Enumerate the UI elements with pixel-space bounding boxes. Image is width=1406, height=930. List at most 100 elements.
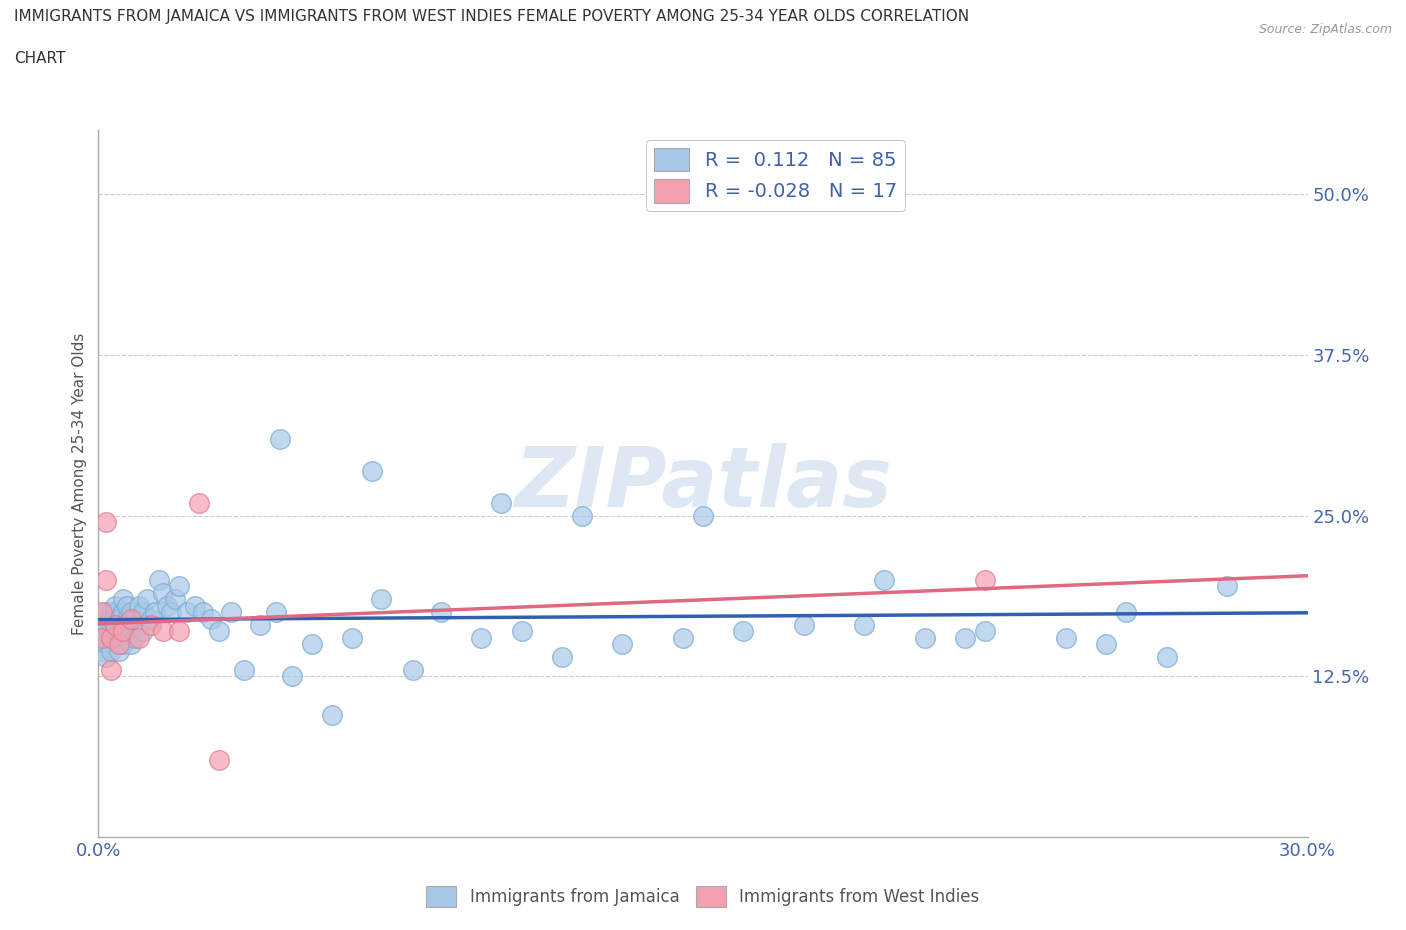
Point — [470, 631, 492, 645]
Point — [1054, 631, 1077, 645]
Point — [156, 598, 179, 613]
Point — [111, 624, 134, 639]
Point — [107, 611, 129, 626]
Point — [148, 573, 170, 588]
Point — [873, 573, 896, 588]
Point — [96, 604, 118, 619]
Point — [103, 618, 125, 632]
Point — [1095, 637, 1118, 652]
Point — [91, 618, 114, 632]
Point — [612, 637, 634, 652]
Point — [128, 598, 150, 613]
Point — [139, 611, 162, 626]
Point — [120, 637, 142, 652]
Point — [974, 624, 997, 639]
Text: ZIPatlas: ZIPatlas — [515, 443, 891, 525]
Point — [914, 631, 936, 645]
Y-axis label: Female Poverty Among 25-34 Year Olds: Female Poverty Among 25-34 Year Olds — [72, 332, 87, 635]
Point — [321, 708, 343, 723]
Point — [1115, 604, 1137, 619]
Point — [200, 611, 222, 626]
Point — [107, 637, 129, 652]
Point — [120, 624, 142, 639]
Point — [361, 463, 384, 478]
Text: CHART: CHART — [14, 51, 66, 66]
Point — [160, 604, 183, 619]
Point — [232, 662, 254, 677]
Point — [152, 624, 174, 639]
Point — [301, 637, 323, 652]
Point — [96, 637, 118, 652]
Point — [264, 604, 287, 619]
Point — [111, 637, 134, 652]
Point — [370, 591, 392, 606]
Point — [135, 591, 157, 606]
Point — [188, 496, 211, 511]
Point — [1156, 650, 1178, 665]
Point — [132, 604, 155, 619]
Point — [91, 631, 114, 645]
Point — [96, 650, 118, 665]
Point — [208, 624, 231, 639]
Point — [103, 631, 125, 645]
Point — [571, 509, 593, 524]
Point — [111, 624, 134, 639]
Point — [1216, 579, 1239, 594]
Point — [115, 618, 138, 632]
Point — [176, 604, 198, 619]
Point — [163, 591, 186, 606]
Text: IMMIGRANTS FROM JAMAICA VS IMMIGRANTS FROM WEST INDIES FEMALE POVERTY AMONG 25-3: IMMIGRANTS FROM JAMAICA VS IMMIGRANTS FR… — [14, 9, 969, 24]
Point — [107, 644, 129, 658]
Point — [96, 573, 118, 588]
Point — [269, 432, 291, 446]
Point — [111, 591, 134, 606]
Point — [510, 624, 533, 639]
Point — [96, 624, 118, 639]
Point — [100, 631, 122, 645]
Point — [281, 669, 304, 684]
Point — [953, 631, 976, 645]
Point — [733, 624, 755, 639]
Point — [167, 624, 190, 639]
Point — [430, 604, 453, 619]
Point — [103, 624, 125, 639]
Point — [143, 604, 166, 619]
Point — [132, 624, 155, 639]
Legend: Immigrants from Jamaica, Immigrants from West Indies: Immigrants from Jamaica, Immigrants from… — [419, 880, 987, 913]
Point — [100, 604, 122, 619]
Point — [249, 618, 271, 632]
Text: Source: ZipAtlas.com: Source: ZipAtlas.com — [1258, 23, 1392, 36]
Point — [115, 598, 138, 613]
Point — [100, 631, 122, 645]
Point — [115, 631, 138, 645]
Point — [342, 631, 364, 645]
Point — [96, 618, 118, 632]
Point — [107, 637, 129, 652]
Point — [103, 598, 125, 613]
Point — [402, 662, 425, 677]
Point — [100, 618, 122, 632]
Point — [100, 662, 122, 677]
Point — [139, 618, 162, 632]
Point — [152, 585, 174, 600]
Point — [793, 618, 815, 632]
Point — [103, 604, 125, 619]
Point — [91, 604, 114, 619]
Point — [100, 644, 122, 658]
Point — [91, 644, 114, 658]
Point — [167, 579, 190, 594]
Point — [491, 496, 513, 511]
Point — [184, 598, 207, 613]
Point — [672, 631, 695, 645]
Point — [115, 611, 138, 626]
Point — [128, 631, 150, 645]
Point — [193, 604, 215, 619]
Point — [107, 618, 129, 632]
Point — [100, 611, 122, 626]
Point — [551, 650, 574, 665]
Point — [96, 514, 118, 529]
Point — [221, 604, 243, 619]
Point — [120, 604, 142, 619]
Point — [120, 611, 142, 626]
Point — [208, 752, 231, 767]
